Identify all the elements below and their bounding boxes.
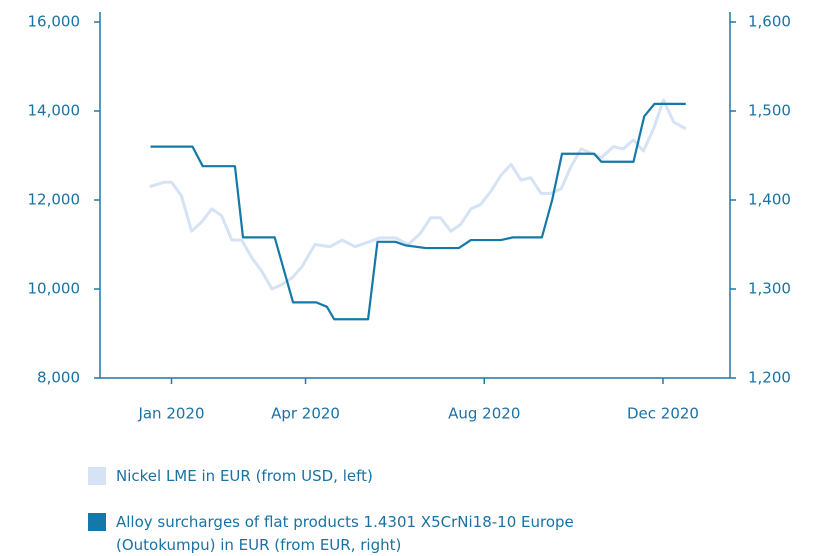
legend-label: Nickel LME in EUR (from USD, left) (116, 467, 373, 485)
legend-swatch (88, 513, 106, 531)
y2-tick-label: 1,500 (748, 102, 791, 120)
y-tick-label: 10,000 (28, 280, 81, 298)
chart: 8,000 10,000 12,000 14,000 16,000 1,200 1,300 1… (28, 12, 791, 423)
series-line (150, 102, 686, 321)
y-tick-label: 8,000 (37, 369, 80, 387)
x-tick-label: Apr 2020 (271, 405, 340, 423)
legend-swatch (88, 467, 106, 485)
y2-tick-label: 1,300 (748, 280, 791, 298)
y-tick-label: 12,000 (28, 191, 81, 209)
legend-item: Nickel LME in EUR (from USD, left) (88, 465, 676, 488)
y-tick-label: 14,000 (28, 102, 81, 120)
y-tick-label: 16,000 (28, 13, 81, 31)
y2-tick-label: 1,200 (748, 369, 791, 387)
x-tick-label: Jan 2020 (137, 405, 204, 423)
y2-tick-label: 1,400 (748, 191, 791, 209)
x-tick-label: Aug 2020 (448, 405, 520, 423)
legend-label: Alloy surcharges of flat products 1.4301… (116, 513, 574, 554)
series-line (149, 98, 687, 291)
x-tick-label: Dec 2020 (627, 405, 699, 423)
legend-item: Alloy surcharges of flat products 1.4301… (88, 511, 656, 556)
y2-tick-label: 1,600 (748, 13, 791, 31)
